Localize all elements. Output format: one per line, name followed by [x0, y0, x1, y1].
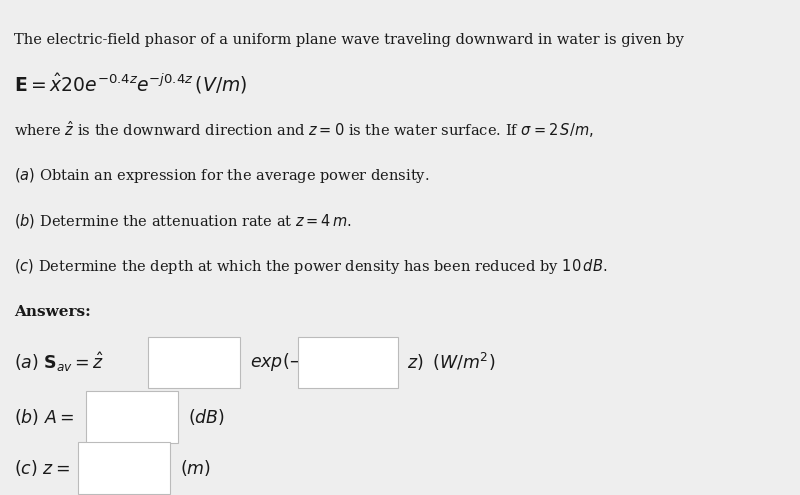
Text: $(a)$ $\mathbf{S}_{av} = \hat{z}$: $(a)$ $\mathbf{S}_{av} = \hat{z}$	[14, 350, 105, 374]
Text: $(b)$ $A=$: $(b)$ $A=$	[14, 407, 74, 427]
Text: $(c)$ Determine the depth at which the power density has been reduced by $10\,dB: $(c)$ Determine the depth at which the p…	[14, 257, 608, 276]
Text: $\mathbf{E} = \hat{x}20e^{-0.4z}e^{-j0.4z}\,(V/m)$: $\mathbf{E} = \hat{x}20e^{-0.4z}e^{-j0.4…	[14, 72, 248, 96]
Text: $(a)$ Obtain an expression for the average power density.: $(a)$ Obtain an expression for the avera…	[14, 166, 430, 185]
Text: where $\hat{z}$ is the downward direction and $z = 0$ is the water surface. If $: where $\hat{z}$ is the downward directio…	[14, 119, 594, 140]
Text: Answers:: Answers:	[14, 305, 91, 319]
Text: $(c)$ $z=$: $(c)$ $z=$	[14, 458, 70, 478]
FancyBboxPatch shape	[86, 391, 178, 443]
FancyBboxPatch shape	[78, 442, 170, 494]
Text: $exp(-$: $exp(-$	[250, 351, 303, 373]
Text: $(b)$ Determine the attenuation rate at $z = 4\,m.$: $(b)$ Determine the attenuation rate at …	[14, 212, 353, 230]
Text: The electric-field phasor of a uniform plane wave traveling downward in water is: The electric-field phasor of a uniform p…	[14, 33, 684, 47]
Text: $z)\;\;(W/m^{2})$: $z)\;\;(W/m^{2})$	[407, 351, 496, 373]
Text: $(m)$: $(m)$	[180, 458, 211, 478]
FancyBboxPatch shape	[298, 337, 398, 388]
FancyBboxPatch shape	[148, 337, 240, 388]
Text: $(dB)$: $(dB)$	[188, 407, 225, 427]
